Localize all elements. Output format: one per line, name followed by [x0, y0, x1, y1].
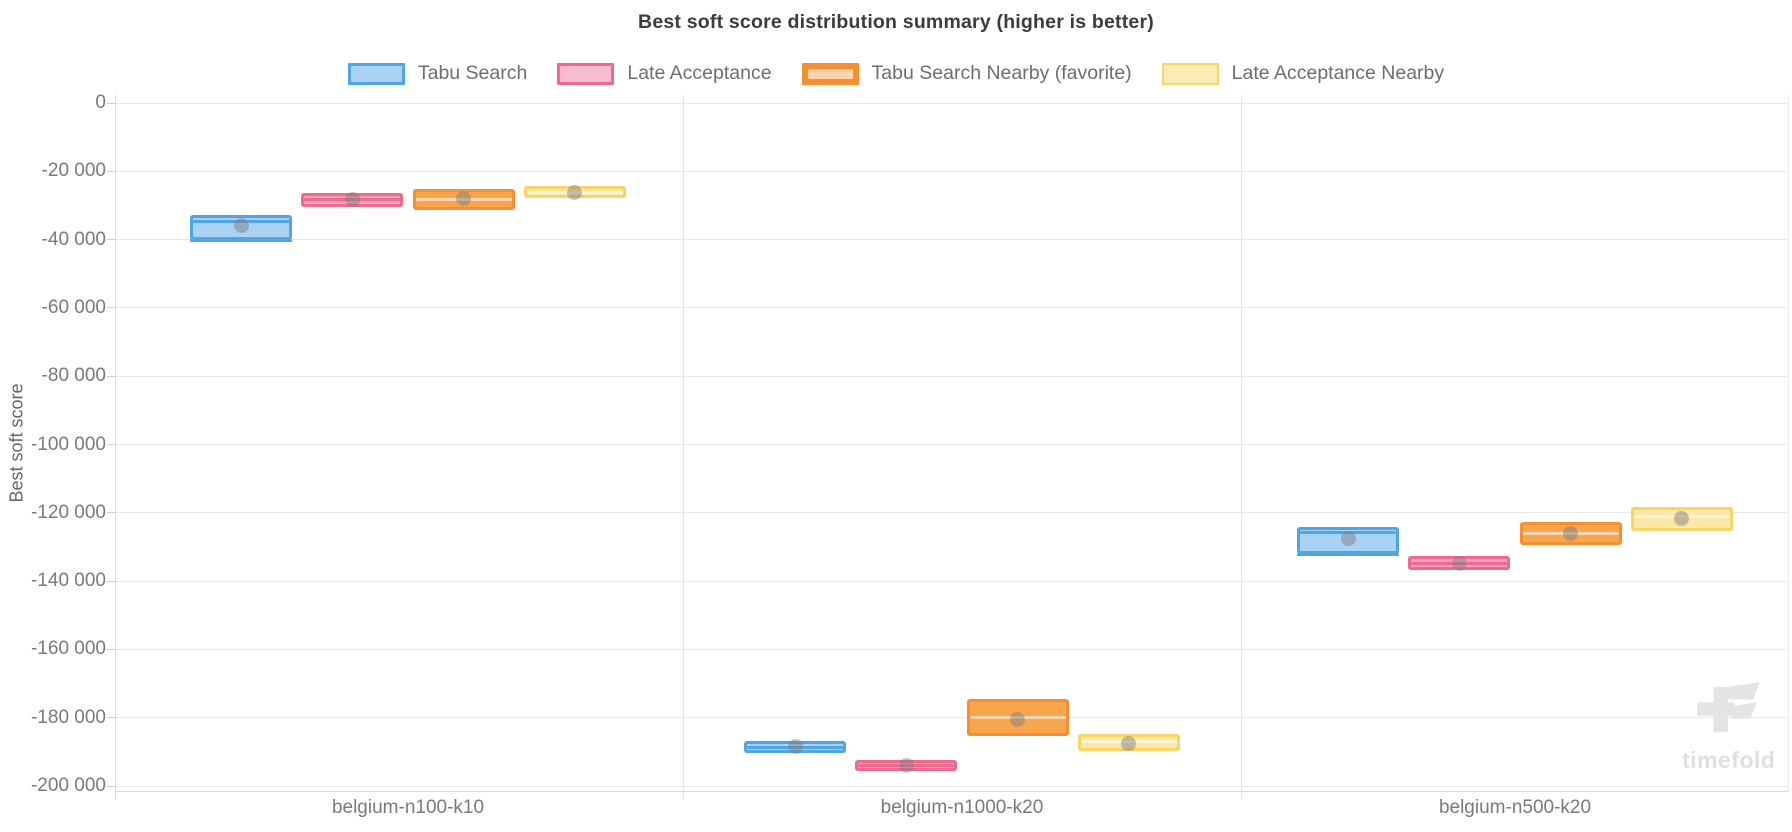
boxplot-median-line: [1633, 514, 1730, 518]
legend-item[interactable]: Tabu Search: [347, 62, 528, 85]
legend-label: Late Acceptance: [627, 62, 772, 84]
y-tick-mark: [107, 580, 115, 582]
y-gridline: [115, 580, 1789, 582]
legend-swatch-icon: [1161, 62, 1219, 85]
y-tick-mark: [107, 512, 115, 514]
boxplot-mean-dot: [233, 218, 249, 234]
y-tick-label: -140 000: [30, 570, 106, 592]
y-gridline: [115, 785, 1789, 787]
boxplot-mean-dot: [1451, 555, 1467, 571]
y-tick-label: -200 000: [30, 775, 106, 796]
boxplot-median-line: [1300, 531, 1397, 535]
legend-label: Tabu Search: [417, 62, 528, 84]
boxplot-whisker-min: [190, 239, 293, 243]
y-gridline: [115, 375, 1789, 377]
y-gridline: [115, 307, 1789, 309]
plot-right-border: [1788, 95, 1789, 791]
y-gridline: [115, 102, 1789, 104]
panel-separator: [683, 95, 684, 799]
boxplot-mean-dot: [344, 192, 360, 208]
y-gridline: [115, 717, 1789, 719]
boxplot-median-line: [304, 198, 401, 202]
boxplot-mean-dot: [1010, 711, 1026, 727]
boxplot-median-line: [858, 764, 955, 767]
y-tick-mark: [107, 307, 115, 309]
legend-swatch-icon: [801, 62, 859, 85]
x-category-label: belgium-n1000-k20: [880, 797, 1044, 818]
boxplot-mean-dot: [787, 739, 803, 755]
y-axis-line: [115, 95, 116, 799]
y-tick-label: -100 000: [30, 433, 106, 455]
boxplot-mean-dot: [1563, 526, 1579, 542]
legend-label: Late Acceptance Nearby: [1231, 62, 1445, 84]
y-tick-label: -40 000: [41, 228, 106, 250]
y-tick-mark: [107, 444, 115, 445]
y-tick-label: 0: [95, 92, 106, 113]
watermark: timefold: [1682, 682, 1776, 774]
boxplot-mean-dot: [1121, 735, 1137, 751]
boxplot-median-line: [747, 745, 844, 749]
y-tick-mark: [107, 102, 115, 104]
y-tick-label: -180 000: [30, 706, 106, 728]
legend-label: Tabu Search Nearby (favorite): [871, 62, 1132, 84]
boxplot-box[interactable]: [190, 215, 293, 240]
x-axis-line: [115, 791, 1789, 792]
chart-title: Best soft score distribution summary (hi…: [638, 11, 1154, 33]
y-tick-mark: [107, 375, 115, 377]
boxplot-median-line: [1080, 740, 1177, 744]
boxplot-median-line: [1522, 531, 1619, 535]
boxplot-median-line: [526, 190, 623, 194]
legend-swatch-icon: [557, 62, 615, 85]
y-tick-mark: [107, 717, 115, 719]
y-tick-label: -160 000: [30, 638, 106, 660]
boxplot-median-line: [415, 197, 512, 201]
boxplot-box[interactable]: [1630, 507, 1733, 531]
boxplot-mean-dot: [1674, 510, 1690, 526]
chart-legend: Tabu Search Late Acceptance Tabu Search Ne…: [0, 62, 1792, 85]
y-tick-mark: [107, 239, 115, 241]
boxplot-mean-dot: [898, 758, 914, 773]
boxplot-whisker-min: [1297, 552, 1400, 556]
boxplot-median-line: [1411, 561, 1508, 565]
panel-separator: [1241, 95, 1242, 799]
boxplot-mean-dot: [1340, 530, 1356, 546]
y-tick-mark: [107, 785, 115, 787]
y-tick-label: -120 000: [30, 501, 106, 523]
y-tick-mark: [107, 648, 115, 650]
x-category-label: belgium-n100-k10: [331, 797, 485, 818]
boxplot-median-line: [193, 220, 290, 224]
legend-item[interactable]: Tabu Search Nearby (favorite): [801, 62, 1132, 85]
timefold-logo-icon: [1697, 682, 1760, 733]
y-gridline: [115, 239, 1789, 241]
legend-item[interactable]: Late Acceptance Nearby: [1161, 62, 1445, 85]
legend-item[interactable]: Late Acceptance: [557, 62, 772, 85]
y-gridline: [115, 512, 1789, 514]
y-gridline: [115, 648, 1789, 650]
boxplot-median-line: [969, 716, 1066, 720]
y-tick-label: -20 000: [41, 160, 106, 182]
legend-swatch-icon: [347, 62, 405, 85]
watermark-text: timefold: [1682, 747, 1776, 773]
y-gridline: [115, 444, 1789, 445]
y-gridline: [115, 170, 1789, 172]
y-tick-mark: [107, 170, 115, 172]
boxplot-mean-dot: [567, 184, 583, 200]
y-tick-label: -60 000: [41, 296, 106, 318]
boxplot-mean-dot: [456, 191, 472, 207]
y-tick-label: -80 000: [41, 365, 106, 387]
x-category-label: belgium-n500-k20: [1438, 797, 1592, 818]
